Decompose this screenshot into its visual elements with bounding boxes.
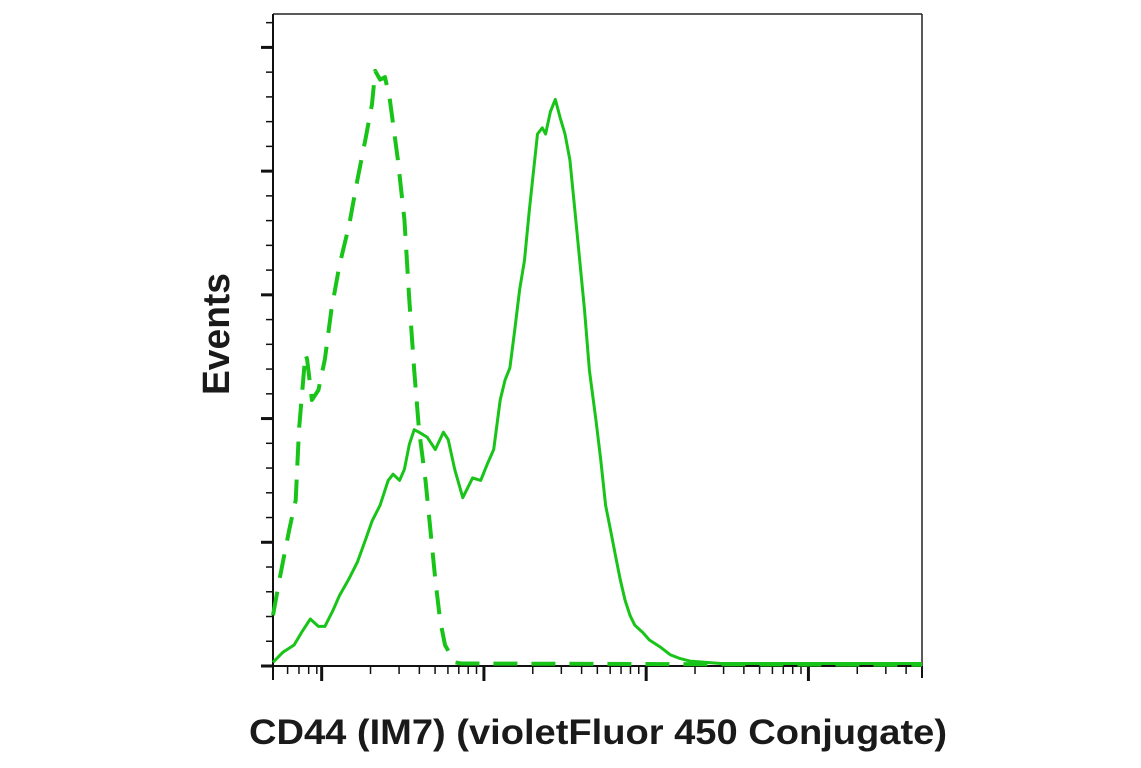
x-axis-label: CD44 (IM7) (violetFluor 450 Conjugate) [249, 713, 947, 752]
solid-histogram-line [271, 97, 922, 665]
y-axis-ticks [261, 21, 273, 668]
dashed-histogram-line [271, 68, 923, 667]
x-axis-ticks [272, 666, 923, 681]
series-group [271, 68, 923, 667]
plot-frame [272, 13, 923, 680]
y-axis-label: Events [196, 273, 238, 395]
